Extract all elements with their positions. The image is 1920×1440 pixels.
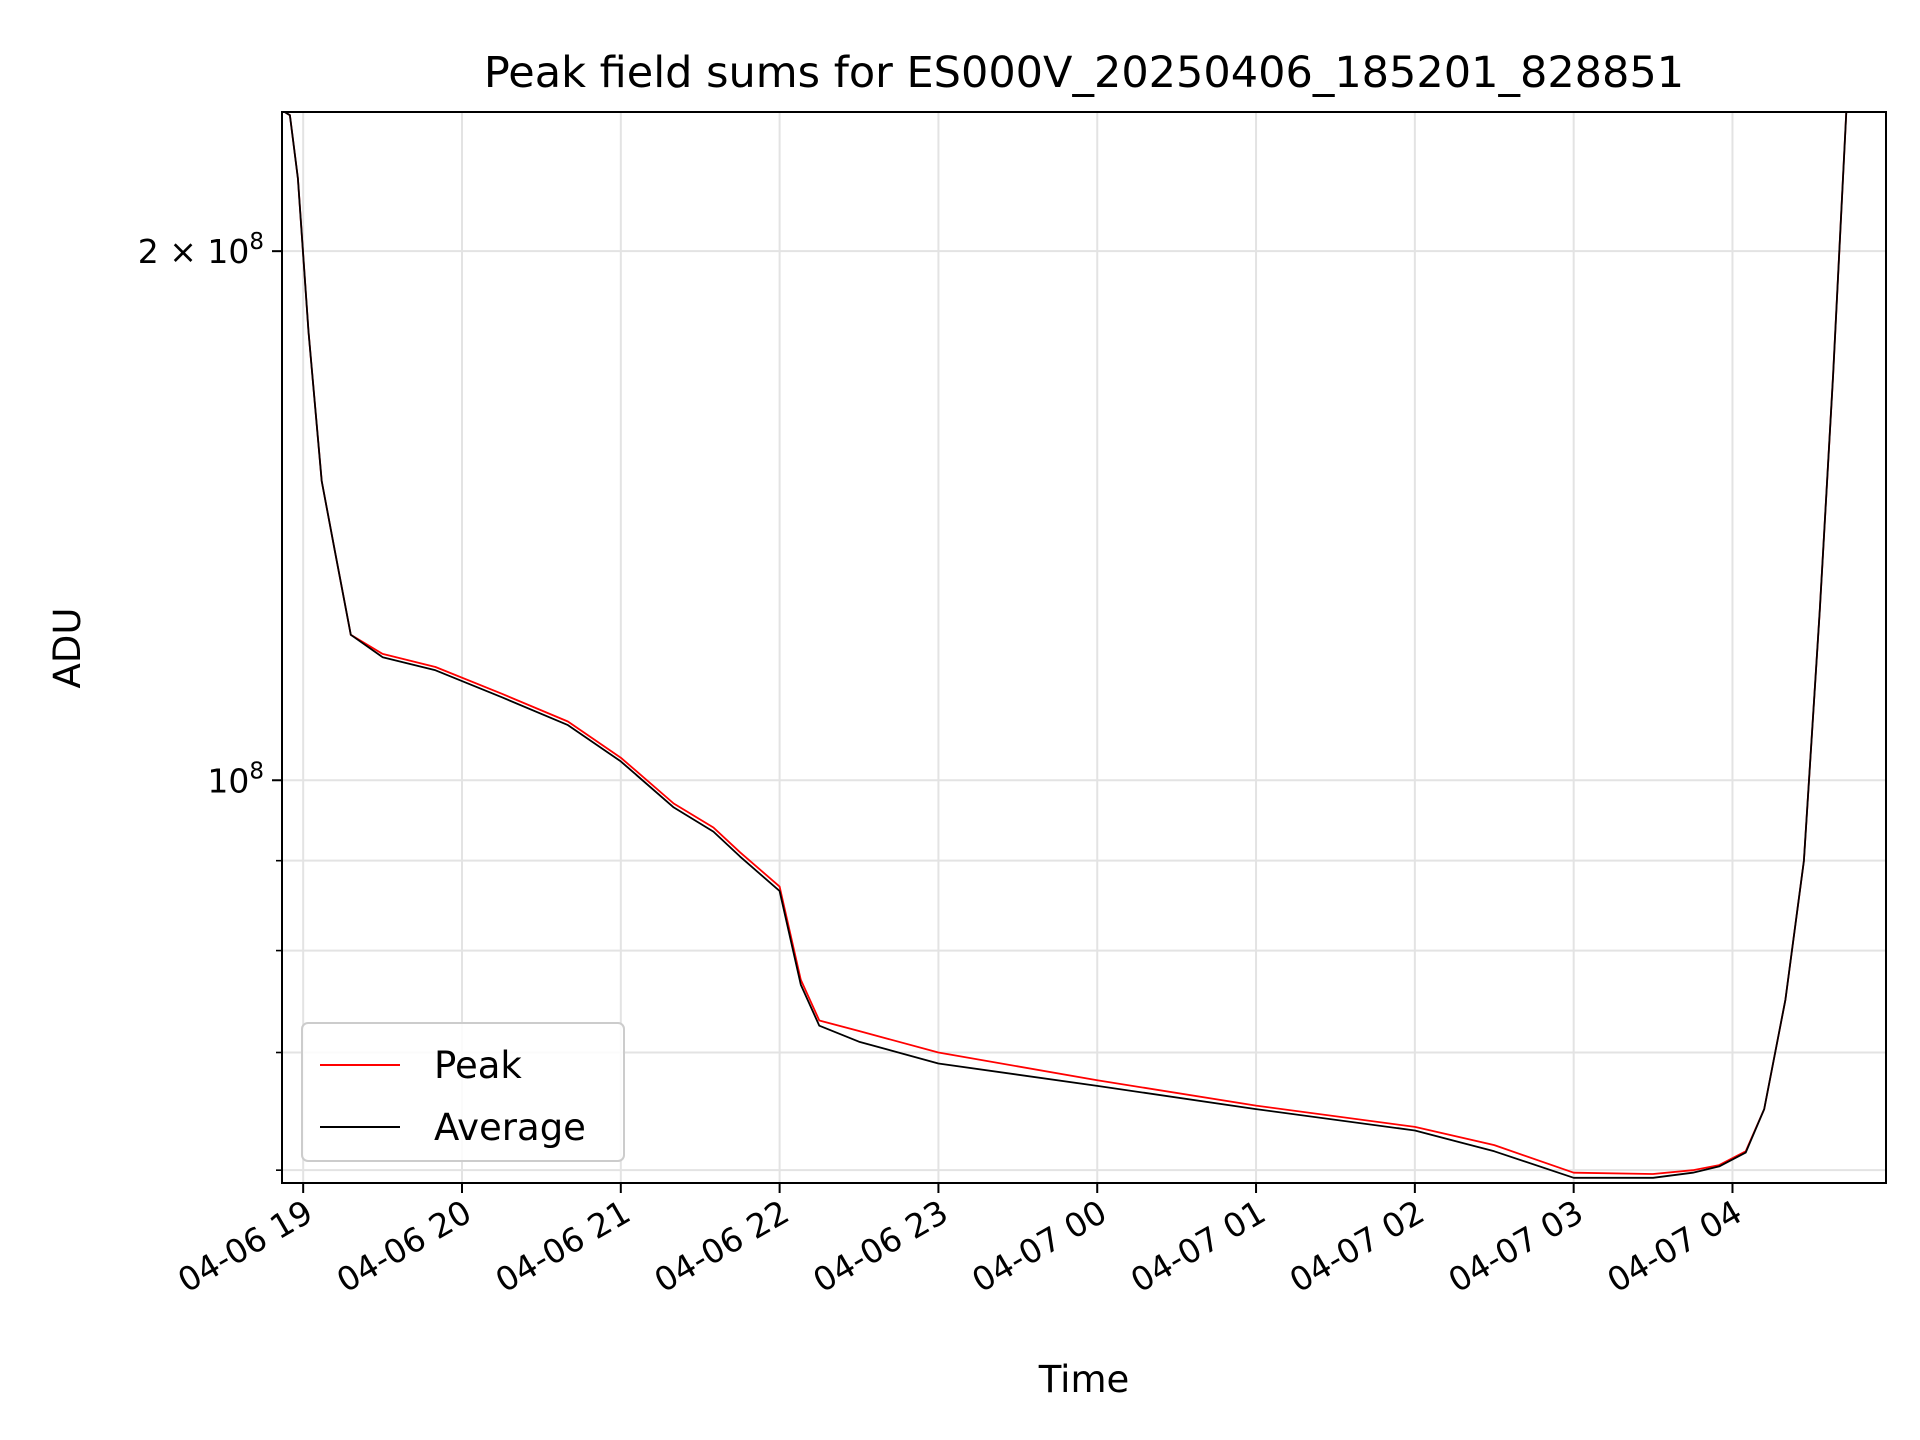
y-tick-label: 108 — [207, 758, 264, 800]
x-tick-label: 04-07 02 — [1283, 1192, 1431, 1300]
x-tick-label: 04-07 01 — [1124, 1192, 1272, 1300]
plot-area-frame — [281, 111, 1887, 1184]
chart-title: Peak field sums for ES000V_20250406_1852… — [484, 48, 1684, 98]
x-tick-label: 04-07 04 — [1600, 1192, 1748, 1300]
legend-label-peak: Peak — [434, 1044, 522, 1087]
x-tick-label: 04-06 20 — [330, 1192, 478, 1300]
x-tick-label: 04-07 03 — [1442, 1192, 1590, 1300]
y-tick-label: 2 × 108 — [138, 229, 264, 271]
legend: Peak Average — [301, 1022, 625, 1162]
series-line-average — [282, 112, 1848, 1179]
legend-label-average: Average — [434, 1106, 586, 1149]
series-layer — [282, 112, 1848, 1179]
x-tick-label: 04-06 22 — [648, 1192, 796, 1300]
x-tick-label: 04-07 00 — [965, 1192, 1113, 1300]
x-axis: 04-06 19 04-06 20 04-06 21 04-06 22 04-06 23… — [171, 1183, 1748, 1300]
x-tick-label: 04-06 23 — [806, 1192, 954, 1300]
y-axis: 2 × 108 108 — [138, 229, 282, 1171]
x-axis-label: Time — [1038, 1358, 1130, 1401]
x-tick-label: 04-06 19 — [171, 1192, 319, 1300]
series-line-peak — [282, 112, 1848, 1175]
x-tick-label: 04-06 21 — [489, 1192, 637, 1300]
y-axis-label: ADU — [46, 608, 89, 689]
